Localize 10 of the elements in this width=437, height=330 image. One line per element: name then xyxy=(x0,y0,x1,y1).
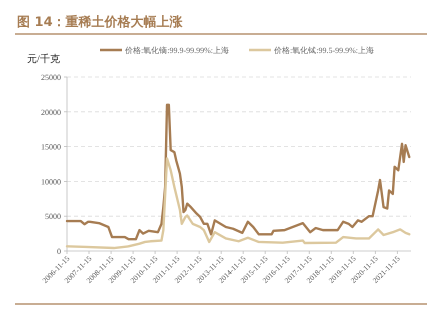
legend-label: 价格:氧化铽:99.5-99.9%:上海 xyxy=(273,46,374,55)
y-tick-label: 5000 xyxy=(45,212,61,222)
y-tick-label: 0 xyxy=(57,247,61,256)
legend-label: 价格:氧化镝:99.9-99.99%:上海 xyxy=(124,46,229,55)
y-tick-label: 25000 xyxy=(41,73,61,82)
y-axis-title: 元/千克 xyxy=(27,53,60,65)
chart-title: 图 14：重稀土价格大幅上涨 xyxy=(17,14,184,30)
y-tick-label: 15000 xyxy=(41,142,61,152)
y-tick-label: 10000 xyxy=(41,177,61,186)
y-tick-label: 20000 xyxy=(41,108,61,117)
